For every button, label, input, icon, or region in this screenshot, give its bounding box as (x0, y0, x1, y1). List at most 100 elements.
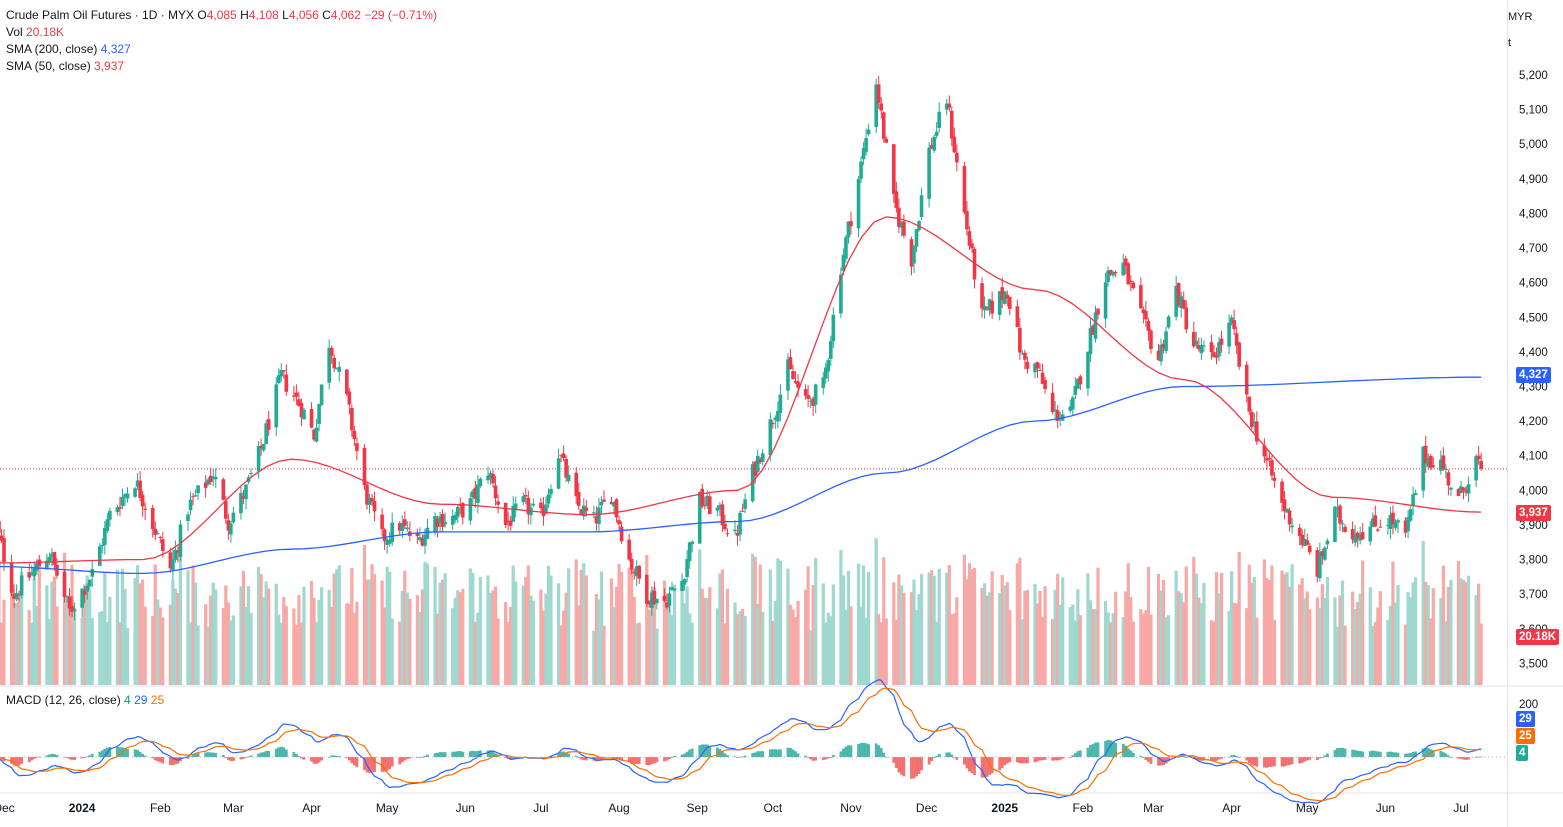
macd-legend[interactable]: MACD (12, 26, close) 4 29 25 (6, 692, 164, 709)
price-tick-label: 3,500 (1519, 658, 1548, 670)
macd-histogram-bar (350, 757, 354, 764)
candle-body (418, 537, 422, 541)
sma50-legend[interactable]: SMA (50, close) 3,937 (6, 58, 124, 75)
volume-bar (725, 588, 730, 685)
macd-histogram-bar (423, 755, 427, 758)
volume-bar (80, 617, 84, 685)
macd-histogram-bar (753, 752, 757, 758)
macd-line-value: 29 (134, 693, 148, 707)
macd-histogram-bar (355, 757, 359, 768)
sma200-value: 4,327 (100, 42, 131, 56)
candle-body (839, 274, 843, 314)
volume-bar (718, 573, 722, 685)
volume-bar (1232, 602, 1236, 685)
macd-histogram-bar (55, 754, 59, 758)
candle-body (690, 541, 694, 545)
candle-body (576, 492, 581, 506)
candle-body (90, 569, 95, 577)
candle-body (612, 502, 616, 507)
candle-body (1078, 376, 1083, 385)
volume-bar (1192, 556, 1196, 685)
candle-body (753, 461, 757, 476)
candle-body (468, 498, 473, 521)
candle-body (133, 488, 137, 497)
volume-bar (1446, 586, 1450, 685)
candle-body (135, 480, 140, 487)
candle-body (539, 502, 543, 509)
candle-body (1464, 490, 1468, 493)
macd-histogram-bar (300, 757, 303, 759)
macd-histogram-bar (317, 757, 321, 763)
candle-body (897, 207, 901, 227)
volume-bar (761, 611, 765, 685)
volume-bar (1474, 595, 1478, 685)
candle-body (760, 453, 765, 462)
candle-body (778, 394, 783, 414)
volume-bar (1287, 586, 1292, 685)
candle-body (1350, 529, 1355, 540)
candle-body (2, 537, 6, 563)
macd-histogram-bar (65, 757, 69, 758)
volume-bar (1106, 612, 1110, 685)
volume-bar (1179, 593, 1183, 685)
macd-histogram-bar (380, 757, 384, 772)
macd-histogram-bar (655, 757, 659, 763)
candle-body (561, 453, 566, 459)
candle-body (403, 519, 407, 526)
volume-bar (874, 538, 878, 685)
volume-bar (1466, 575, 1471, 685)
time-axis-label: Sep (687, 801, 709, 815)
volume-bar (390, 618, 394, 685)
macd-histogram-bar (1308, 757, 1312, 760)
volume-bar (1008, 609, 1012, 685)
candle-body (771, 423, 775, 425)
candle-body (365, 484, 369, 505)
volume-bar (1358, 593, 1362, 685)
candle-body (1232, 320, 1236, 330)
macd-histogram-bar (1124, 745, 1128, 758)
macd-histogram-bar (988, 757, 992, 775)
volume-bar (1073, 620, 1077, 685)
price-tick-label: 4,400 (1519, 347, 1548, 359)
volume-bar (1033, 583, 1037, 685)
candle-body (176, 550, 180, 553)
volume-bar (35, 605, 39, 685)
macd-histogram-bar (668, 757, 671, 759)
volume-bar (733, 602, 737, 685)
currency-label[interactable]: MYR (1508, 11, 1533, 23)
candle-body (50, 553, 54, 558)
volume-bar (178, 551, 183, 685)
macd-histogram-bar (141, 753, 145, 758)
candle-body (672, 588, 677, 591)
price-tick-label: 3,700 (1519, 589, 1548, 601)
candle-body (965, 211, 969, 230)
candle-body (171, 559, 175, 570)
macd-histogram-bar (17, 757, 21, 766)
volume-bar (1368, 587, 1372, 685)
volume-legend[interactable]: Vol 20.18K (6, 24, 64, 41)
macd-histogram-bar (1147, 757, 1150, 762)
price-tick-label: 3,900 (1519, 520, 1548, 532)
macd-histogram-bar (1109, 740, 1113, 758)
macd-histogram-bar (453, 751, 457, 758)
macd-histogram-bar (37, 756, 41, 758)
volume-bar (529, 595, 533, 685)
macd-histogram-bar (778, 749, 782, 758)
macd-histogram-bar (476, 750, 480, 758)
sma200-legend[interactable]: SMA (200, close) 4,327 (6, 41, 131, 58)
macd-histogram-bar (1139, 755, 1143, 758)
volume-bar (1068, 607, 1072, 685)
volume-bar (967, 563, 972, 685)
candle-body (284, 374, 289, 392)
volume-bar (1061, 577, 1065, 685)
candle-body (902, 221, 906, 236)
volume-bar (1146, 566, 1151, 685)
macd-histogram-bar (383, 757, 387, 772)
volume-bar (1378, 591, 1382, 685)
candle-body (226, 520, 231, 531)
macd-histogram-bar (504, 757, 508, 758)
time-axis-label: Feb (150, 801, 171, 815)
symbol-line[interactable]: Crude Palm Oil Futures · 1D · MYX (6, 8, 195, 22)
candle-body (105, 519, 110, 531)
